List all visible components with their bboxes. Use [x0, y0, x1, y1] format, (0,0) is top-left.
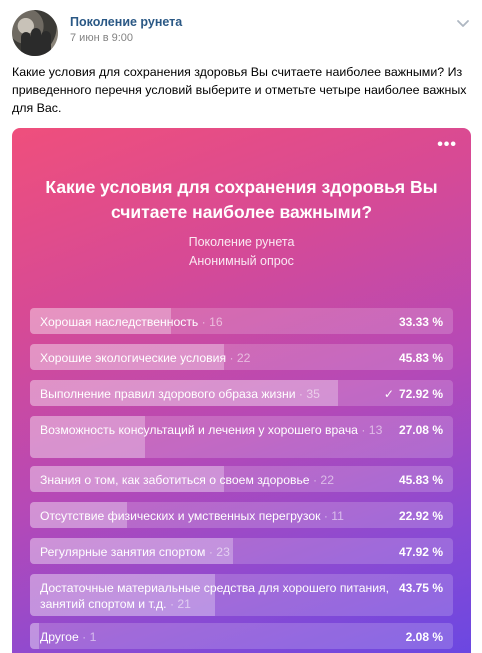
poll-option-percent: 33.33 % — [398, 315, 443, 329]
poll-option-label: Регулярные занятия спортом · 23 — [40, 545, 230, 559]
post-author[interactable]: Поколение рунета — [70, 15, 183, 29]
poll-option-count: · 16 — [201, 315, 223, 329]
poll-option[interactable]: Выполнение правил здорового образа жизни… — [30, 380, 453, 406]
poll-option[interactable]: Хорошие экологические условия · 22 45.83… — [30, 344, 453, 370]
poll-option-count: · 23 — [208, 545, 230, 559]
poll-option-label: Хорошая наследственность · 16 — [40, 315, 223, 329]
post-date[interactable]: 7 июн в 9:00 — [70, 32, 134, 44]
poll-option-count: · 22 — [312, 473, 334, 487]
poll-option[interactable]: Регулярные занятия спортом · 23 47.92 % — [30, 538, 453, 564]
poll-option-count: · 13 — [361, 423, 383, 437]
poll-option-count: · 35 — [298, 387, 320, 401]
poll-option-percent: 27.08 % — [398, 423, 443, 437]
poll-option[interactable]: Возможность консультаций и лечения у хор… — [30, 416, 453, 458]
poll-option-fill — [30, 308, 171, 334]
poll-option-percent: 22.92 % — [398, 509, 443, 523]
poll-option-count: · 1 — [82, 630, 97, 644]
poll-option-fill — [30, 466, 224, 492]
poll-option[interactable]: Другое · 1 2.08 % — [30, 623, 453, 649]
poll-card: ••• Какие условия для сохранения здоровь… — [12, 128, 471, 653]
poll-option-percent: 47.92 % — [398, 545, 443, 559]
poll-option[interactable]: Знания о том, как заботиться о своем здо… — [30, 466, 453, 492]
poll-title: Какие условия для сохранения здоровья Вы… — [45, 177, 438, 222]
chevron-down-icon[interactable] — [456, 16, 470, 30]
avatar[interactable] — [12, 10, 58, 56]
poll-option-fill — [30, 380, 339, 406]
poll-option-label: Достаточные материальные средства для хо… — [40, 581, 389, 611]
poll-option-fill — [30, 623, 39, 649]
poll-option-label: Выполнение правил здорового образа жизни… — [40, 387, 320, 401]
poll-option-label: Возможность консультаций и лечения у хор… — [40, 423, 383, 437]
poll-option-percent: ✓ 72.92 % — [383, 387, 443, 401]
poll-option-percent: 45.83 % — [398, 473, 443, 487]
post-header: Поколение рунета 7 июн в 9:00 — [0, 0, 482, 60]
poll-option-fill — [30, 502, 127, 528]
poll-option[interactable]: Отсутствие физических и умственных перег… — [30, 502, 453, 528]
check-icon: ✓ — [383, 387, 394, 401]
poll-option-label: Другое · 1 — [40, 630, 97, 644]
avatar-figure — [41, 31, 51, 56]
poll-option[interactable]: Хорошая наследственность · 16 33.33 % — [30, 308, 453, 334]
poll-option-fill — [30, 344, 224, 370]
poll-option-count: · 21 — [169, 597, 191, 611]
avatar-figure — [21, 32, 31, 56]
poll-option-label: Хорошие экологические условия · 22 — [40, 351, 251, 365]
poll-option-fill — [30, 574, 216, 616]
avatar-figure — [31, 28, 41, 56]
poll-option-percent: 45.83 % — [398, 351, 443, 365]
poll-option-fill — [30, 416, 145, 458]
post-text: Какие условия для сохранения здоровья Вы… — [12, 65, 467, 115]
more-icon[interactable]: ••• — [437, 136, 457, 153]
poll-option-percent: 43.75 % — [398, 581, 443, 595]
poll-option-percent: 2.08 % — [405, 630, 443, 644]
poll-option-count: · 11 — [323, 509, 344, 523]
poll-option-label: Знания о том, как заботиться о своем здо… — [40, 473, 334, 487]
poll-type: Анонимный опрос — [189, 254, 294, 268]
poll-option-fill — [30, 538, 233, 564]
poll-author: Поколение рунета — [188, 235, 295, 249]
poll-option-label: Отсутствие физических и умственных перег… — [40, 509, 344, 523]
poll-option[interactable]: Достаточные материальные средства для хо… — [30, 574, 453, 616]
poll-option-count: · 22 — [229, 351, 251, 365]
